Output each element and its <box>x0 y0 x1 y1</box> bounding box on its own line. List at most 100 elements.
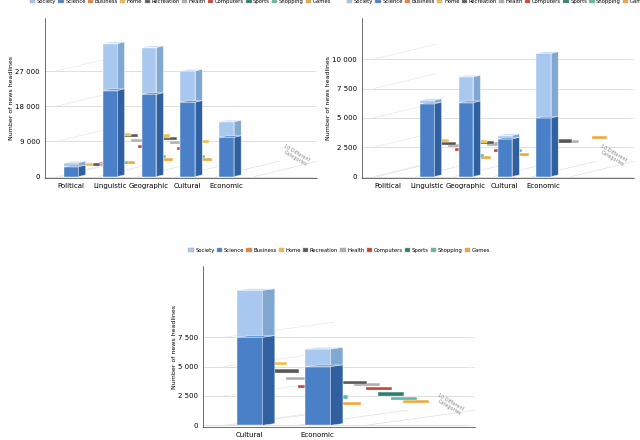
Polygon shape <box>92 163 107 166</box>
Polygon shape <box>486 143 501 146</box>
Legend: Society, Science, Business, Home, Recreation, Health, Computers, Sports, Shoppin: Society, Science, Business, Home, Recrea… <box>188 248 490 253</box>
Polygon shape <box>434 139 449 142</box>
Polygon shape <box>116 132 131 136</box>
Polygon shape <box>141 48 156 176</box>
Polygon shape <box>493 149 508 152</box>
Polygon shape <box>331 347 343 425</box>
Polygon shape <box>159 158 173 161</box>
Polygon shape <box>420 100 435 176</box>
Polygon shape <box>459 101 481 103</box>
Polygon shape <box>305 347 343 349</box>
Y-axis label: Number of news headlines: Number of news headlines <box>326 56 331 140</box>
Polygon shape <box>515 153 529 156</box>
Polygon shape <box>468 154 484 157</box>
Polygon shape <box>103 89 125 91</box>
Polygon shape <box>462 151 477 154</box>
Polygon shape <box>156 46 163 176</box>
Polygon shape <box>310 390 336 393</box>
Polygon shape <box>220 137 234 176</box>
Polygon shape <box>220 122 234 176</box>
Polygon shape <box>335 402 361 405</box>
Polygon shape <box>474 75 481 176</box>
Polygon shape <box>103 44 118 176</box>
Polygon shape <box>497 139 512 176</box>
Polygon shape <box>156 135 170 138</box>
Polygon shape <box>390 397 417 400</box>
Polygon shape <box>195 70 202 176</box>
Polygon shape <box>497 137 519 139</box>
Text: 10 Different
Categories: 10 Different Categories <box>597 143 628 168</box>
Polygon shape <box>403 400 429 403</box>
Polygon shape <box>103 42 125 44</box>
Polygon shape <box>536 116 558 118</box>
Polygon shape <box>441 142 456 145</box>
Polygon shape <box>237 290 262 425</box>
Polygon shape <box>141 95 156 176</box>
Polygon shape <box>285 377 312 380</box>
Polygon shape <box>317 366 343 369</box>
Polygon shape <box>237 337 262 425</box>
Polygon shape <box>512 137 519 176</box>
Polygon shape <box>220 120 241 122</box>
Polygon shape <box>109 107 125 110</box>
Polygon shape <box>237 336 275 337</box>
Polygon shape <box>180 70 202 71</box>
Polygon shape <box>543 140 558 143</box>
Polygon shape <box>455 148 470 151</box>
Polygon shape <box>79 161 86 176</box>
Polygon shape <box>420 104 435 176</box>
Polygon shape <box>170 141 184 144</box>
Polygon shape <box>118 89 125 176</box>
Polygon shape <box>99 162 114 165</box>
Polygon shape <box>262 336 275 425</box>
Polygon shape <box>141 46 163 48</box>
Polygon shape <box>64 165 86 167</box>
Polygon shape <box>479 141 495 144</box>
Polygon shape <box>459 77 474 176</box>
Polygon shape <box>564 140 579 143</box>
Polygon shape <box>118 42 125 176</box>
Polygon shape <box>113 161 127 164</box>
Polygon shape <box>64 163 79 176</box>
Polygon shape <box>323 396 348 399</box>
Polygon shape <box>152 154 166 158</box>
Polygon shape <box>551 116 558 176</box>
Polygon shape <box>71 162 86 165</box>
Polygon shape <box>305 365 343 367</box>
Polygon shape <box>220 136 241 137</box>
Polygon shape <box>124 134 138 137</box>
Polygon shape <box>85 163 100 166</box>
Polygon shape <box>512 134 519 176</box>
Polygon shape <box>305 349 331 425</box>
Polygon shape <box>262 289 275 425</box>
Polygon shape <box>249 349 275 352</box>
Polygon shape <box>448 143 463 147</box>
Polygon shape <box>459 75 481 77</box>
Polygon shape <box>476 156 490 159</box>
Polygon shape <box>180 71 195 176</box>
Polygon shape <box>420 99 442 100</box>
Polygon shape <box>177 147 191 150</box>
Text: 10 Different
Categories: 10 Different Categories <box>434 392 465 416</box>
Polygon shape <box>497 134 519 136</box>
Polygon shape <box>131 139 145 142</box>
Polygon shape <box>156 93 163 176</box>
Polygon shape <box>536 118 551 176</box>
Text: 10 Different
Categories: 10 Different Categories <box>280 143 311 168</box>
Polygon shape <box>103 91 118 176</box>
Polygon shape <box>435 99 442 176</box>
Polygon shape <box>188 122 202 125</box>
Y-axis label: Number of news headlines: Number of news headlines <box>172 304 177 389</box>
Polygon shape <box>474 101 481 176</box>
Polygon shape <box>536 52 558 53</box>
Polygon shape <box>198 158 212 161</box>
Polygon shape <box>195 140 209 143</box>
Polygon shape <box>237 289 275 290</box>
Legend: Society, Science, Business, Home, Recreation, Health, Computers, Sports, Shoppin: Society, Science, Business, Home, Recrea… <box>347 0 640 4</box>
Polygon shape <box>180 102 195 176</box>
Polygon shape <box>354 383 380 386</box>
Polygon shape <box>298 385 324 388</box>
Polygon shape <box>148 111 163 114</box>
Polygon shape <box>466 118 481 121</box>
Polygon shape <box>141 93 163 95</box>
